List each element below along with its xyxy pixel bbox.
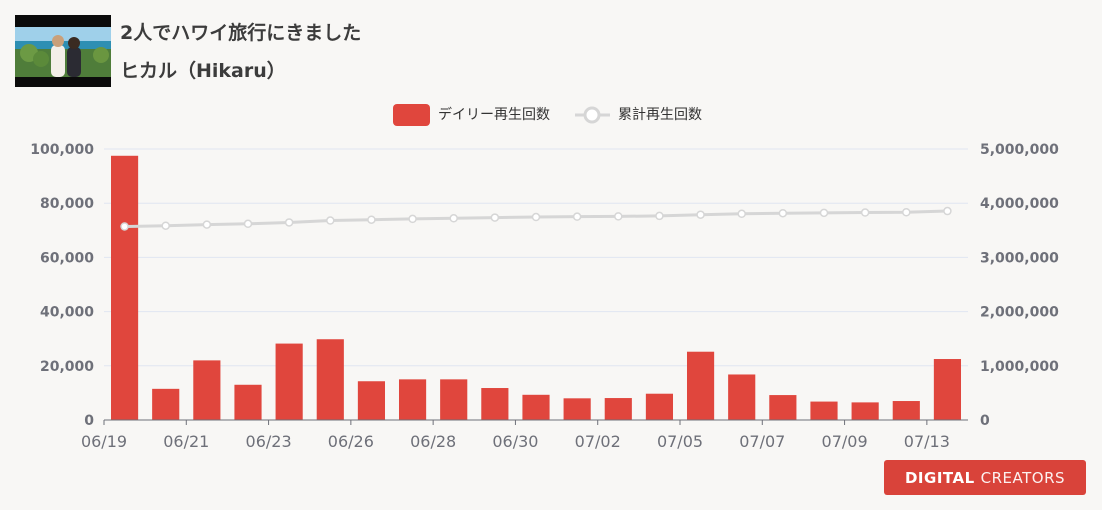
video-thumbnail[interactable] [15,15,111,87]
x-axis-tick-label: 06/26 [328,432,374,451]
x-axis-tick-label: 06/28 [410,432,456,451]
cumulative-point [572,212,582,221]
right-axis-tick-label: 0 [980,413,990,429]
bar [810,401,838,420]
bar [110,155,139,420]
cumulative-point [943,206,952,216]
digital-creators-logo: DIGITAL CREATORS [884,460,1086,495]
bar [604,398,632,420]
bar [728,374,756,420]
bar [522,394,550,420]
cumulative-point [655,211,664,221]
left-axis-tick-label: 40,000 [40,305,94,321]
cumulative-point [326,216,335,225]
bar [645,393,674,420]
x-axis-tick-label: 07/02 [575,432,621,451]
x-axis-tick-label: 06/21 [163,432,209,451]
x-axis-tick-label: 06/30 [492,432,538,451]
cumulative-point [490,213,500,222]
bar [563,398,591,420]
left-axis-tick-label: 20,000 [40,359,94,375]
legend-line-marker [583,106,601,124]
channel-name: ヒカル（Hikaru） [120,60,286,82]
x-axis-tick-label: 07/07 [739,432,785,451]
cumulative-point [243,219,253,229]
cumulative-point [860,208,870,217]
x-axis-tick-label: 07/13 [904,432,950,451]
x-axis-tick-label: 06/23 [246,432,292,451]
bar [316,339,344,420]
bar [481,388,509,420]
cumulative-point [284,218,294,227]
cumulative-point [819,208,829,218]
bar [933,359,962,420]
left-axis-tick-label: 80,000 [40,196,94,212]
logo-text-light: CREATORS [980,468,1066,487]
cumulative-point [120,222,129,231]
left-axis-tick-label: 60,000 [40,250,94,266]
right-axis-tick-label: 3,000,000 [980,250,1059,266]
cumulative-point [367,215,376,224]
left-axis-tick-label: 100,000 [30,142,94,158]
left-axis-tick-label: 0 [84,413,94,429]
bar [398,379,427,420]
bar [440,379,468,420]
x-axis-tick-label: 07/09 [822,432,868,451]
cumulative-point [778,208,788,218]
bar [357,381,386,420]
right-axis-tick-label: 5,000,000 [980,142,1059,158]
cumulative-point [614,212,623,221]
cumulative-point [531,212,541,222]
cumulative-point [202,220,212,229]
cumulative-point [161,221,170,230]
logo-text-strong: DIGITAL [904,468,975,487]
bar [275,343,303,420]
bar [234,384,262,420]
bar [892,401,920,420]
legend-label-daily: デイリー再生回数 [438,106,550,123]
x-axis-tick-label: 06/19 [81,432,127,451]
legend-bar-swatch [393,104,430,126]
right-axis-tick-label: 1,000,000 [980,359,1059,375]
video-title: 2人でハワイ旅行にきました [120,22,362,44]
cumulative-point [408,214,417,224]
cumulative-point [902,208,911,217]
legend-label-cumulative: 累計再生回数 [618,107,702,123]
cumulative-point [449,214,458,223]
bar [769,395,797,420]
cumulative-point [737,209,746,219]
right-axis-tick-label: 2,000,000 [980,305,1059,321]
bar [152,388,180,420]
x-axis-tick-label: 07/05 [657,432,703,451]
cumulative-point [696,210,705,219]
bar [851,402,879,420]
bar [686,351,715,420]
bar [193,360,221,420]
right-axis-tick-label: 4,000,000 [980,196,1059,212]
